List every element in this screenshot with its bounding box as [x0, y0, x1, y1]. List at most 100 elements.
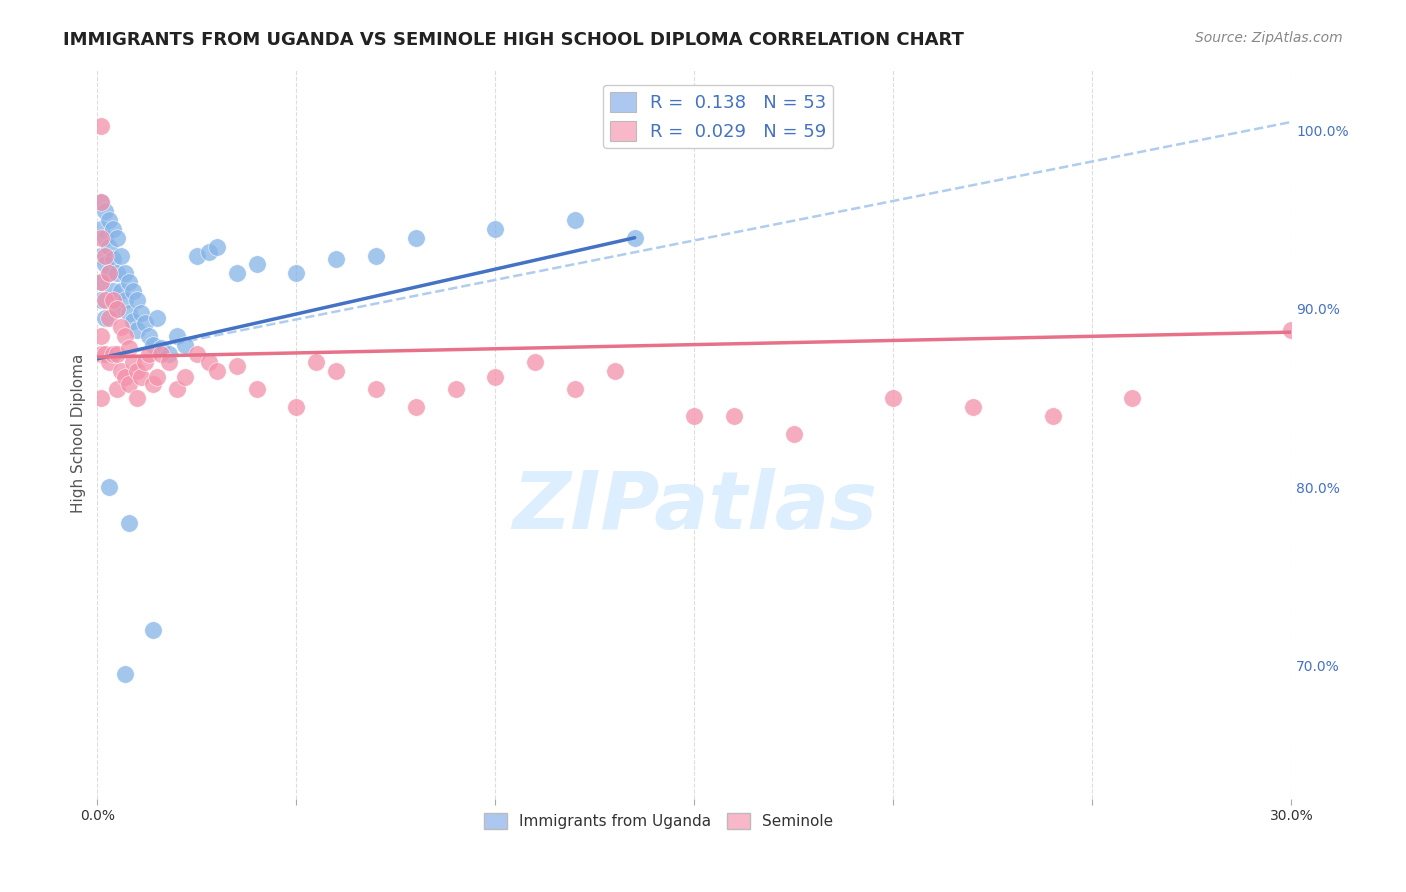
Point: [225, 266, 247, 280]
Point: [110, 319, 132, 334]
Point: [98, 266, 121, 280]
Point: [127, 364, 149, 378]
Point: [603, 364, 626, 378]
Point: [174, 369, 197, 384]
Point: [118, 341, 141, 355]
Point: [94, 310, 117, 325]
Point: [245, 257, 267, 271]
Point: [114, 266, 136, 280]
Point: [118, 275, 141, 289]
Point: [114, 667, 136, 681]
Point: [110, 364, 132, 378]
Point: [118, 305, 141, 319]
Point: [138, 328, 160, 343]
Point: [150, 341, 173, 355]
Point: [142, 623, 165, 637]
Point: [90, 195, 112, 210]
Point: [94, 204, 117, 219]
Point: [564, 213, 586, 227]
Point: [623, 231, 645, 245]
Text: IMMIGRANTS FROM UGANDA VS SEMINOLE HIGH SCHOOL DIPLOMA CORRELATION CHART: IMMIGRANTS FROM UGANDA VS SEMINOLE HIGH …: [63, 31, 965, 49]
Point: [1279, 323, 1302, 337]
Point: [405, 231, 427, 245]
Point: [122, 355, 145, 369]
Point: [105, 301, 128, 316]
Point: [723, 409, 745, 423]
Point: [90, 195, 112, 210]
Point: [94, 231, 117, 245]
Text: Source: ZipAtlas.com: Source: ZipAtlas.com: [1195, 31, 1343, 45]
Point: [564, 382, 586, 396]
Point: [205, 364, 228, 378]
Point: [114, 328, 136, 343]
Point: [166, 382, 188, 396]
Point: [444, 382, 467, 396]
Point: [90, 293, 112, 307]
Point: [186, 248, 208, 262]
Point: [103, 346, 125, 360]
Point: [484, 369, 506, 384]
Point: [166, 328, 188, 343]
Point: [127, 391, 149, 405]
Point: [105, 231, 128, 245]
Point: [103, 222, 125, 236]
Point: [114, 293, 136, 307]
Point: [94, 248, 117, 262]
Point: [174, 337, 197, 351]
Point: [683, 409, 706, 423]
Point: [134, 316, 156, 330]
Point: [94, 346, 117, 360]
Point: [129, 305, 152, 319]
Point: [405, 400, 427, 414]
Point: [122, 284, 145, 298]
Point: [1121, 391, 1143, 405]
Point: [142, 376, 165, 391]
Point: [285, 266, 308, 280]
Point: [103, 252, 125, 266]
Point: [98, 240, 121, 254]
Point: [127, 293, 149, 307]
Point: [105, 382, 128, 396]
Point: [186, 346, 208, 360]
Point: [98, 480, 121, 494]
Point: [122, 314, 145, 328]
Point: [90, 222, 112, 236]
Point: [305, 355, 328, 369]
Point: [138, 346, 160, 360]
Point: [94, 257, 117, 271]
Point: [90, 231, 112, 245]
Legend: Immigrants from Uganda, Seminole: Immigrants from Uganda, Seminole: [478, 806, 839, 835]
Point: [245, 382, 267, 396]
Point: [110, 248, 132, 262]
Point: [90, 275, 112, 289]
Point: [118, 516, 141, 530]
Point: [98, 266, 121, 280]
Point: [98, 213, 121, 227]
Text: ZIPatlas: ZIPatlas: [512, 467, 877, 546]
Point: [142, 337, 165, 351]
Point: [285, 400, 308, 414]
Point: [146, 310, 169, 325]
Point: [105, 266, 128, 280]
Point: [157, 346, 180, 360]
Point: [325, 252, 347, 266]
Point: [882, 391, 904, 405]
Point: [524, 355, 547, 369]
Point: [1042, 409, 1064, 423]
Point: [94, 293, 117, 307]
Point: [114, 369, 136, 384]
Point: [129, 369, 152, 384]
Point: [783, 426, 806, 441]
Point: [105, 346, 128, 360]
Point: [98, 310, 121, 325]
Point: [146, 369, 169, 384]
Point: [110, 284, 132, 298]
Point: [90, 248, 112, 262]
Point: [118, 376, 141, 391]
Y-axis label: High School Diploma: High School Diploma: [72, 354, 86, 514]
Point: [157, 355, 180, 369]
Point: [98, 355, 121, 369]
Point: [90, 119, 112, 133]
Point: [197, 355, 219, 369]
Point: [962, 400, 984, 414]
